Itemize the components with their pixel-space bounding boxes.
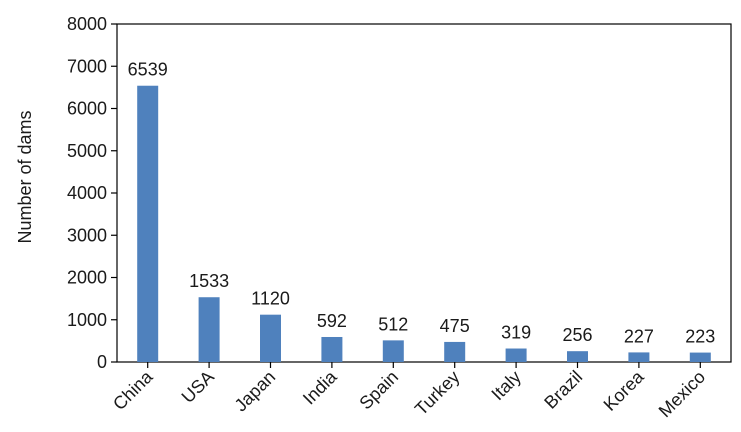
bar-spain <box>382 340 404 362</box>
y-tick-label: 7000 <box>67 56 107 76</box>
category-label: Turkey <box>411 367 464 420</box>
bar-china <box>137 85 159 363</box>
value-label: 1120 <box>251 289 290 309</box>
category-label: Korea <box>600 366 649 415</box>
value-label: 256 <box>562 325 592 345</box>
category-label: USA <box>178 367 218 407</box>
axes-layer <box>111 23 732 368</box>
y-tick-label: 4000 <box>67 183 107 203</box>
bar-korea <box>628 352 650 362</box>
bars-layer <box>137 85 711 363</box>
y-tick-label: 6000 <box>67 99 107 119</box>
category-label: Japan <box>231 367 280 416</box>
category-label: Italy <box>487 367 524 404</box>
y-tick-label: 5000 <box>67 141 107 161</box>
category-label: Spain <box>355 367 402 414</box>
bar-india <box>321 336 343 362</box>
bar-mexico <box>689 352 711 362</box>
value-label: 592 <box>317 311 347 331</box>
value-label: 512 <box>378 314 408 334</box>
y-tick-label: 8000 <box>67 14 107 34</box>
value-label: 223 <box>685 327 715 347</box>
bar-turkey <box>444 341 466 362</box>
value-label: 475 <box>440 316 470 336</box>
value-label: 227 <box>624 326 654 346</box>
category-label: Brazil <box>540 367 586 413</box>
bar-brazil <box>567 351 588 362</box>
bar-japan <box>260 314 281 362</box>
y-tick-label: 1000 <box>67 310 107 330</box>
y-axis-title: Number of dams <box>15 110 35 243</box>
bar-italy <box>505 348 527 362</box>
y-tick-label: 3000 <box>67 225 107 245</box>
category-label: Mexico <box>655 367 709 421</box>
value-label: 1533 <box>189 271 229 291</box>
y-tick-label: 2000 <box>67 268 107 288</box>
value-label: 6539 <box>128 60 168 80</box>
bar-usa <box>198 297 220 362</box>
category-label: China <box>109 366 157 414</box>
y-tick-label: 0 <box>97 352 107 372</box>
category-label: India <box>299 366 341 408</box>
value-label: 319 <box>501 323 531 343</box>
